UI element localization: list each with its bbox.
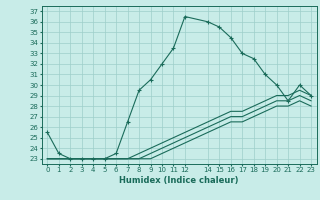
X-axis label: Humidex (Indice chaleur): Humidex (Indice chaleur): [119, 176, 239, 185]
